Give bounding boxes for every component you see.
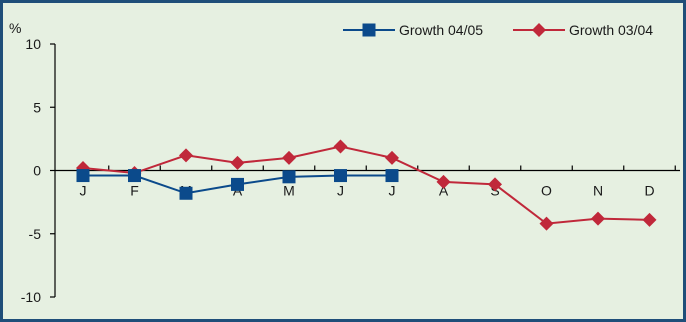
x-tick-label: F — [130, 183, 139, 199]
y-tick-label: -5 — [29, 226, 42, 242]
data-point — [385, 150, 399, 165]
legend-label: Growth 03/04 — [569, 22, 653, 38]
data-point — [539, 216, 554, 231]
legend-item: Growth 03/04 — [513, 22, 653, 38]
legend: Growth 04/05 Growth 03/04 — [343, 22, 653, 38]
data-point — [231, 177, 244, 191]
x-tick-label: O — [541, 183, 552, 199]
series-growth-04-05 — [76, 169, 399, 200]
data-point — [334, 169, 347, 183]
x-tick-label: N — [593, 183, 603, 199]
x-tick-label: J — [337, 183, 344, 199]
x-tick-label: A — [439, 183, 449, 199]
legend-label: Growth 04/05 — [399, 22, 483, 38]
data-point — [532, 23, 546, 37]
data-point — [179, 148, 193, 163]
data-point — [282, 150, 296, 165]
y-tick-label: -10 — [21, 289, 41, 305]
legend-item: Growth 04/05 — [343, 22, 483, 38]
y-tick-label: 0 — [33, 163, 41, 179]
data-point — [385, 169, 399, 183]
series-layer — [76, 139, 657, 231]
y-axis-unit-label: % — [9, 20, 21, 36]
data-point — [179, 186, 193, 200]
data-point — [362, 23, 376, 37]
data-point — [488, 177, 502, 192]
data-point — [230, 155, 245, 170]
x-tick-label: J — [389, 183, 396, 199]
x-tick-label: D — [644, 183, 654, 199]
data-point — [642, 212, 657, 227]
data-point — [76, 169, 90, 183]
data-point — [591, 211, 605, 226]
y-tick-label: 10 — [25, 36, 41, 52]
data-point — [436, 174, 451, 189]
y-tick-label: 5 — [33, 99, 41, 115]
series-line — [82, 145, 650, 225]
x-tick-label: M — [283, 183, 295, 199]
data-point — [333, 139, 348, 154]
data-point — [128, 169, 141, 183]
data-point — [282, 170, 296, 184]
x-tick-label: J — [80, 183, 87, 199]
